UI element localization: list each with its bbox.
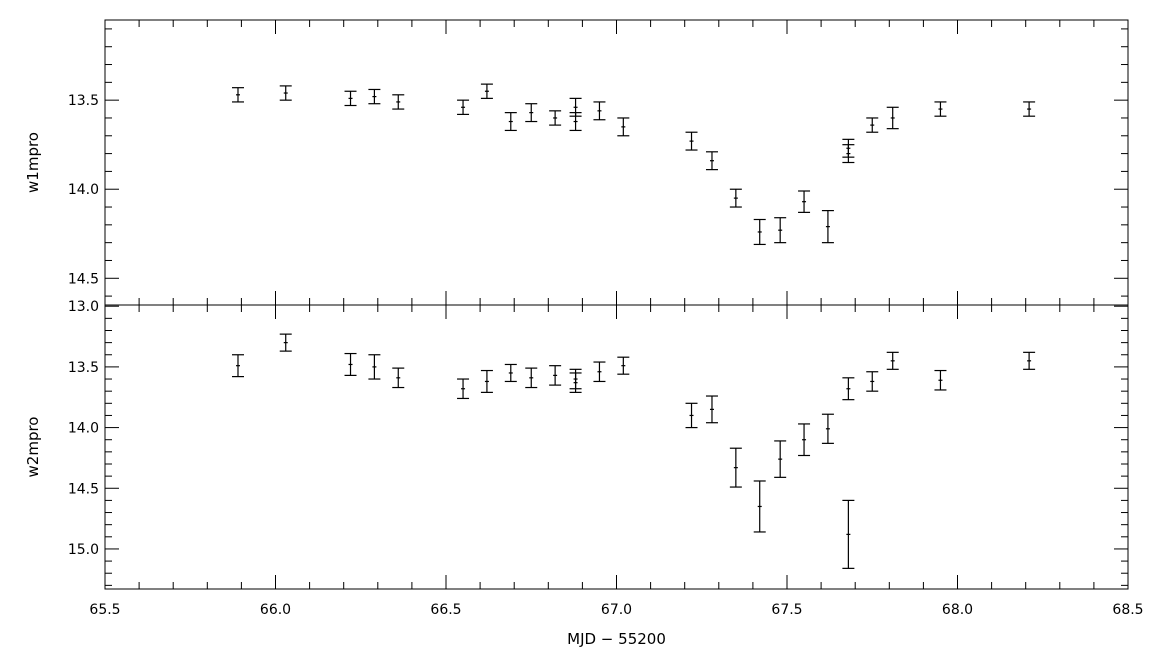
w2-tick-marks bbox=[104, 305, 1129, 589]
w1-data-point bbox=[368, 88, 381, 105]
w2-y-tick-labels: 13.0 13.5 14.0 14.5 15.0 bbox=[68, 299, 99, 558]
w2-panel: 13.0 13.5 14.0 14.5 15.0 65.5 66.0 66.5 67.0 67.… bbox=[24, 299, 1144, 648]
w2-data-point bbox=[392, 367, 405, 389]
w2-y-tick-label: 15.0 bbox=[68, 542, 99, 558]
w1-y-tick-label: 13.5 bbox=[68, 93, 99, 109]
w2-data-point bbox=[344, 352, 357, 376]
x-axis-title: MJD − 55200 bbox=[567, 630, 666, 648]
w1-data-point bbox=[798, 190, 811, 213]
x-tick-labels: 65.5 66.0 66.5 67.0 67.5 68.0 68.5 bbox=[89, 602, 1143, 618]
w1-tick-marks bbox=[104, 20, 1129, 305]
w2-data-point bbox=[593, 361, 606, 383]
x-tick-label: 67.5 bbox=[771, 602, 802, 618]
w1-data-points bbox=[231, 83, 1036, 246]
w1-data-point bbox=[842, 144, 855, 164]
x-tick-label: 68.0 bbox=[942, 602, 973, 618]
x-tick-label: 68.5 bbox=[1112, 602, 1143, 618]
w2-data-point bbox=[525, 367, 538, 389]
w2-y-tick-label: 13.5 bbox=[68, 360, 99, 376]
w1-data-point bbox=[525, 103, 538, 123]
w2-data-point bbox=[934, 369, 947, 391]
w2-data-point bbox=[729, 447, 742, 488]
w2-y-tick-label: 14.0 bbox=[68, 421, 99, 437]
w2-data-point bbox=[569, 372, 582, 393]
w2-data-point bbox=[821, 413, 834, 444]
w2-data-point bbox=[705, 395, 718, 424]
x-tick-label: 65.5 bbox=[89, 602, 120, 618]
w1-data-point bbox=[593, 101, 606, 121]
w1-data-point bbox=[753, 218, 766, 246]
w2-data-point bbox=[368, 354, 381, 380]
w1-data-point bbox=[480, 83, 493, 99]
w1-y-axis-title: w1mpro bbox=[24, 132, 42, 193]
x-tick-label: 67.0 bbox=[601, 602, 632, 618]
w2-data-point bbox=[842, 499, 855, 569]
w2-data-point bbox=[549, 365, 562, 386]
w1-data-point bbox=[934, 101, 947, 117]
w1-data-point bbox=[279, 85, 292, 101]
w2-y-tick-label: 13.0 bbox=[68, 299, 99, 315]
w1-data-point bbox=[774, 217, 787, 244]
w2-data-point bbox=[774, 440, 787, 478]
w2-data-point bbox=[753, 480, 766, 533]
w1-data-point bbox=[821, 209, 834, 244]
w2-data-point bbox=[866, 371, 879, 392]
w1-data-point bbox=[231, 87, 244, 103]
w1-data-point bbox=[504, 112, 517, 132]
w2-data-points bbox=[231, 333, 1036, 569]
w2-y-axis-title: w2mpro bbox=[24, 417, 42, 478]
w1-data-point bbox=[549, 110, 562, 126]
w2-data-point bbox=[279, 333, 292, 352]
w2-y-tick-label: 14.5 bbox=[68, 481, 99, 497]
w1-data-point bbox=[569, 112, 582, 132]
w2-data-point bbox=[1023, 351, 1036, 370]
w1-data-point bbox=[729, 188, 742, 208]
w1-y-tick-label: 14.5 bbox=[68, 271, 99, 287]
w1-data-point bbox=[617, 117, 630, 137]
w1-data-point bbox=[392, 94, 405, 110]
w1-y-tick-labels: 13.5 14.0 14.5 bbox=[68, 93, 99, 287]
x-tick-label: 66.0 bbox=[260, 602, 291, 618]
w2-data-point bbox=[886, 351, 899, 370]
w1-data-point bbox=[344, 90, 357, 107]
w2-data-point bbox=[798, 423, 811, 457]
w2-data-point bbox=[504, 363, 517, 383]
w1-data-point bbox=[866, 117, 879, 133]
w2-data-point bbox=[842, 377, 855, 401]
w1-data-point bbox=[457, 99, 470, 116]
w2-data-point bbox=[617, 356, 630, 375]
w1-data-point bbox=[705, 151, 718, 171]
w1-data-point bbox=[685, 131, 698, 151]
w2-data-point bbox=[457, 378, 470, 400]
w2-data-point bbox=[480, 369, 493, 393]
x-tick-label: 66.5 bbox=[430, 602, 461, 618]
w2-data-point bbox=[685, 402, 698, 429]
w1-data-point bbox=[886, 106, 899, 130]
w1-y-tick-label: 14.0 bbox=[68, 182, 99, 198]
w2-data-point bbox=[231, 354, 244, 378]
w1-data-point bbox=[1023, 101, 1036, 117]
